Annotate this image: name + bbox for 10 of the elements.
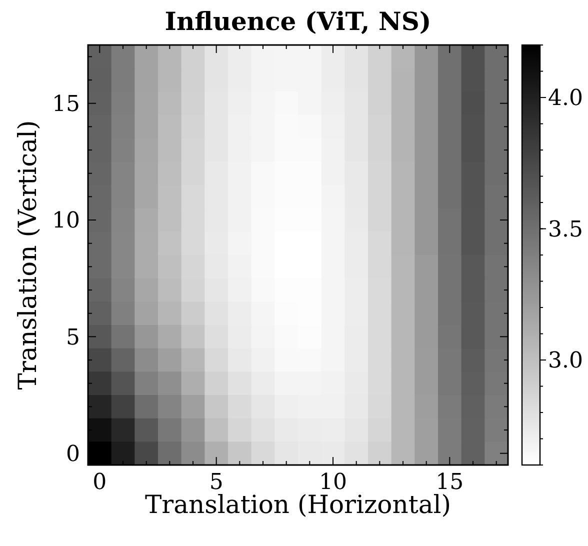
y-axis-title: Translation (Vertical): [13, 120, 42, 390]
y-tick-label: 5: [66, 325, 80, 350]
y-tick-label: 10: [52, 208, 80, 234]
color-bar-label: 3.0: [548, 348, 583, 374]
y-tick-label: 15: [52, 92, 80, 118]
y-tick-label: 0: [66, 442, 80, 468]
x-tick-label: 0: [92, 470, 107, 495]
chart-title: Influence (ViT, NS): [164, 7, 432, 36]
color-bar-label: 4.0: [548, 86, 583, 112]
color-bar-label: 3.5: [548, 217, 583, 242]
